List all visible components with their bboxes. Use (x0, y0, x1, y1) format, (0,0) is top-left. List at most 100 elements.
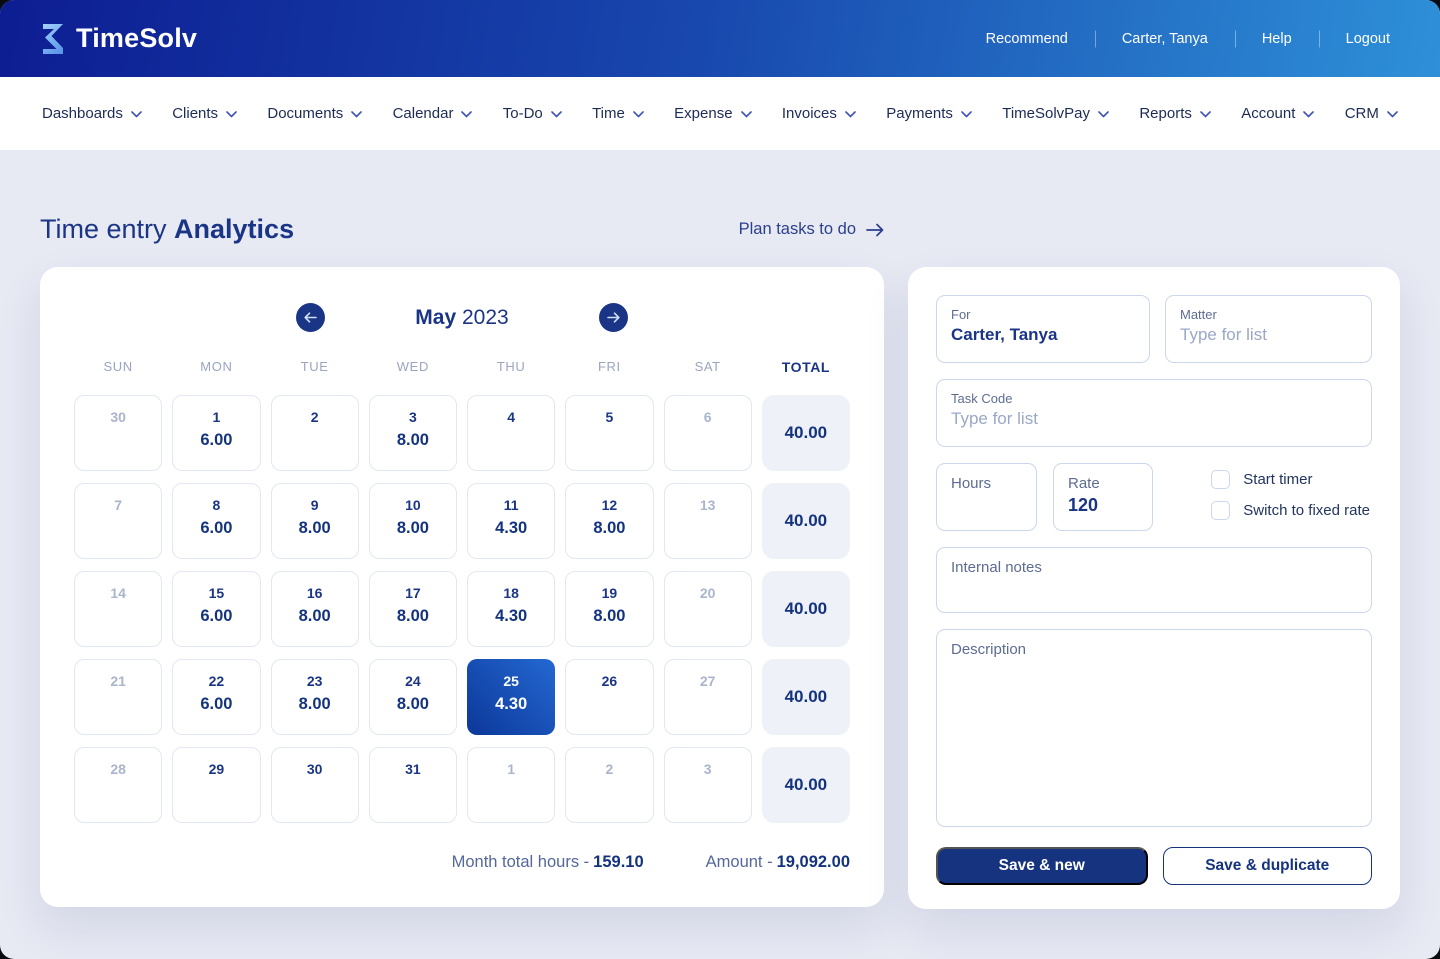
switch-fixed-rate-option[interactable]: Switch to fixed rate (1211, 501, 1370, 520)
switch-fixed-rate-label: Switch to fixed rate (1243, 502, 1370, 519)
calendar-day-cell[interactable]: 12 8.00 (565, 483, 654, 559)
matter-field-label: Matter (1180, 307, 1217, 322)
calendar-day-cell[interactable]: 9 8.00 (270, 483, 359, 559)
calendar-day-cell[interactable]: 17 8.00 (368, 571, 457, 647)
calendar-day-cell[interactable]: 29 (172, 747, 261, 823)
calendar-day-cell[interactable]: 3 (663, 747, 752, 823)
calendar-day-cell[interactable]: 3 8.00 (368, 395, 457, 471)
calendar-day-cell[interactable]: 1 (467, 747, 556, 823)
nav-item-invoices[interactable]: Invoices (782, 105, 856, 122)
for-field[interactable]: For Carter, Tanya (936, 295, 1150, 363)
day-number: 22 (208, 673, 225, 689)
calendar-day-cell[interactable]: 8 6.00 (172, 483, 261, 559)
nav-item-label: Account (1241, 105, 1296, 122)
day-number: 30 (306, 761, 323, 777)
day-header-sat: SAT (694, 359, 721, 374)
task-code-field[interactable]: Task Code Type for list (936, 379, 1372, 447)
day-hours: 8.00 (298, 607, 331, 625)
nav-item-timesolvpay[interactable]: TimeSolvPay (1002, 105, 1109, 122)
day-number: 21 (110, 673, 126, 689)
calendar-day-cell[interactable]: 2 (565, 747, 654, 823)
next-month-button[interactable] (599, 303, 628, 332)
calendar-day-cell[interactable]: 16 8.00 (270, 571, 359, 647)
description-field[interactable]: Description (936, 629, 1372, 827)
prev-month-button[interactable] (296, 303, 325, 332)
day-number: 3 (408, 409, 417, 425)
nav-item-reports[interactable]: Reports (1139, 105, 1211, 122)
nav-item-payments[interactable]: Payments (886, 105, 972, 122)
matter-field[interactable]: Matter Type for list (1165, 295, 1372, 363)
switch-fixed-rate-checkbox[interactable] (1211, 501, 1231, 520)
calendar-day-cell[interactable]: 24 8.00 (368, 659, 457, 735)
hours-field[interactable]: Hours (936, 463, 1037, 531)
plan-tasks-link[interactable]: Plan tasks to do (739, 220, 884, 239)
nav-item-to-do[interactable]: To-Do (503, 105, 562, 122)
cards-row: May 2023 SUN MON TUE WED THU FRI SAT TOTAL 30 1 6… (40, 267, 1400, 909)
help-link[interactable]: Help (1235, 31, 1319, 47)
recommend-link[interactable]: Recommend (985, 30, 1068, 47)
calendar-day-cell[interactable]: 30 (74, 395, 163, 471)
start-timer-option[interactable]: Start timer (1211, 470, 1370, 489)
nav-item-dashboards[interactable]: Dashboards (42, 105, 142, 122)
calendar-day-cell[interactable]: 2 (270, 395, 359, 471)
day-hours: 8.00 (298, 519, 331, 537)
nav-item-label: TimeSolvPay (1002, 105, 1091, 122)
nav-item-crm[interactable]: CRM (1345, 105, 1398, 122)
calendar-day-cell[interactable]: 31 (368, 747, 457, 823)
calendar-day-cell[interactable]: 6 (663, 395, 752, 471)
day-header-thu: THU (496, 359, 526, 374)
day-hours: 6.00 (200, 431, 233, 449)
start-timer-checkbox[interactable] (1211, 470, 1231, 489)
calendar-day-cell[interactable]: 5 (565, 395, 654, 471)
calendar-day-cell[interactable]: 15 6.00 (172, 571, 261, 647)
nav-item-calendar[interactable]: Calendar (393, 105, 473, 122)
calendar-day-cell[interactable]: 7 (74, 483, 163, 559)
calendar-day-cell[interactable]: 22 6.00 (172, 659, 261, 735)
calendar-month-title: May 2023 (397, 306, 527, 330)
calendar-day-cell[interactable]: 14 (74, 571, 163, 647)
calendar-day-cell[interactable]: 26 (565, 659, 654, 735)
calendar-day-cell[interactable]: 18 4.30 (467, 571, 556, 647)
calendar-day-cell[interactable]: 13 (663, 483, 752, 559)
rate-field[interactable]: Rate 120 (1053, 463, 1153, 531)
calendar-day-cell[interactable]: 10 8.00 (368, 483, 457, 559)
save-new-button[interactable]: Save & new (936, 847, 1148, 885)
arrow-right-icon (607, 312, 620, 323)
day-number: 11 (503, 497, 519, 513)
top-header: TimeSolv Recommend Carter, Tanya Help Lo… (0, 0, 1440, 77)
save-duplicate-button[interactable]: Save & duplicate (1162, 847, 1372, 885)
calendar-day-cell[interactable]: 20 (663, 571, 752, 647)
calendar-day-cell[interactable]: 23 8.00 (270, 659, 359, 735)
internal-notes-field[interactable]: Internal notes (936, 547, 1372, 613)
chevron-down-icon (550, 111, 562, 118)
calendar-day-cell[interactable]: 19 8.00 (565, 571, 654, 647)
day-hours: 8.00 (396, 695, 429, 713)
month-total-hours-value: 159.10 (593, 853, 644, 871)
day-number: 20 (699, 585, 716, 601)
calendar-day-cell[interactable]: 27 (663, 659, 752, 735)
calendar-day-cell[interactable]: 28 (74, 747, 163, 823)
logout-link[interactable]: Logout (1319, 31, 1400, 47)
nav-item-expense[interactable]: Expense (674, 105, 752, 122)
calendar-day-cell[interactable]: 21 (74, 659, 163, 735)
chevron-down-icon (961, 111, 972, 118)
nav-item-documents[interactable]: Documents (267, 105, 363, 122)
calendar-day-cell[interactable]: 30 (270, 747, 359, 823)
day-number: 17 (405, 585, 421, 601)
day-number: 8 (212, 497, 221, 513)
nav-item-time[interactable]: Time (592, 105, 644, 122)
calendar-day-cell[interactable]: 11 4.30 (467, 483, 556, 559)
calendar-week-total: 40.00 (761, 747, 850, 823)
day-hours: 8.00 (396, 519, 429, 537)
calendar-day-cell[interactable]: 1 6.00 (172, 395, 261, 471)
user-name-link[interactable]: Carter, Tanya (1095, 31, 1235, 47)
description-label: Description (951, 641, 1027, 658)
nav-item-clients[interactable]: Clients (172, 105, 237, 122)
total-header: TOTAL (781, 359, 831, 375)
day-hours: 4.30 (495, 695, 528, 713)
calendar-day-cell[interactable]: 25 4.30 (467, 659, 556, 735)
nav-item-account[interactable]: Account (1241, 105, 1315, 122)
timesolv-logo[interactable]: TimeSolv (40, 23, 197, 55)
day-hours: 6.00 (200, 519, 233, 537)
calendar-day-cell[interactable]: 4 (467, 395, 556, 471)
